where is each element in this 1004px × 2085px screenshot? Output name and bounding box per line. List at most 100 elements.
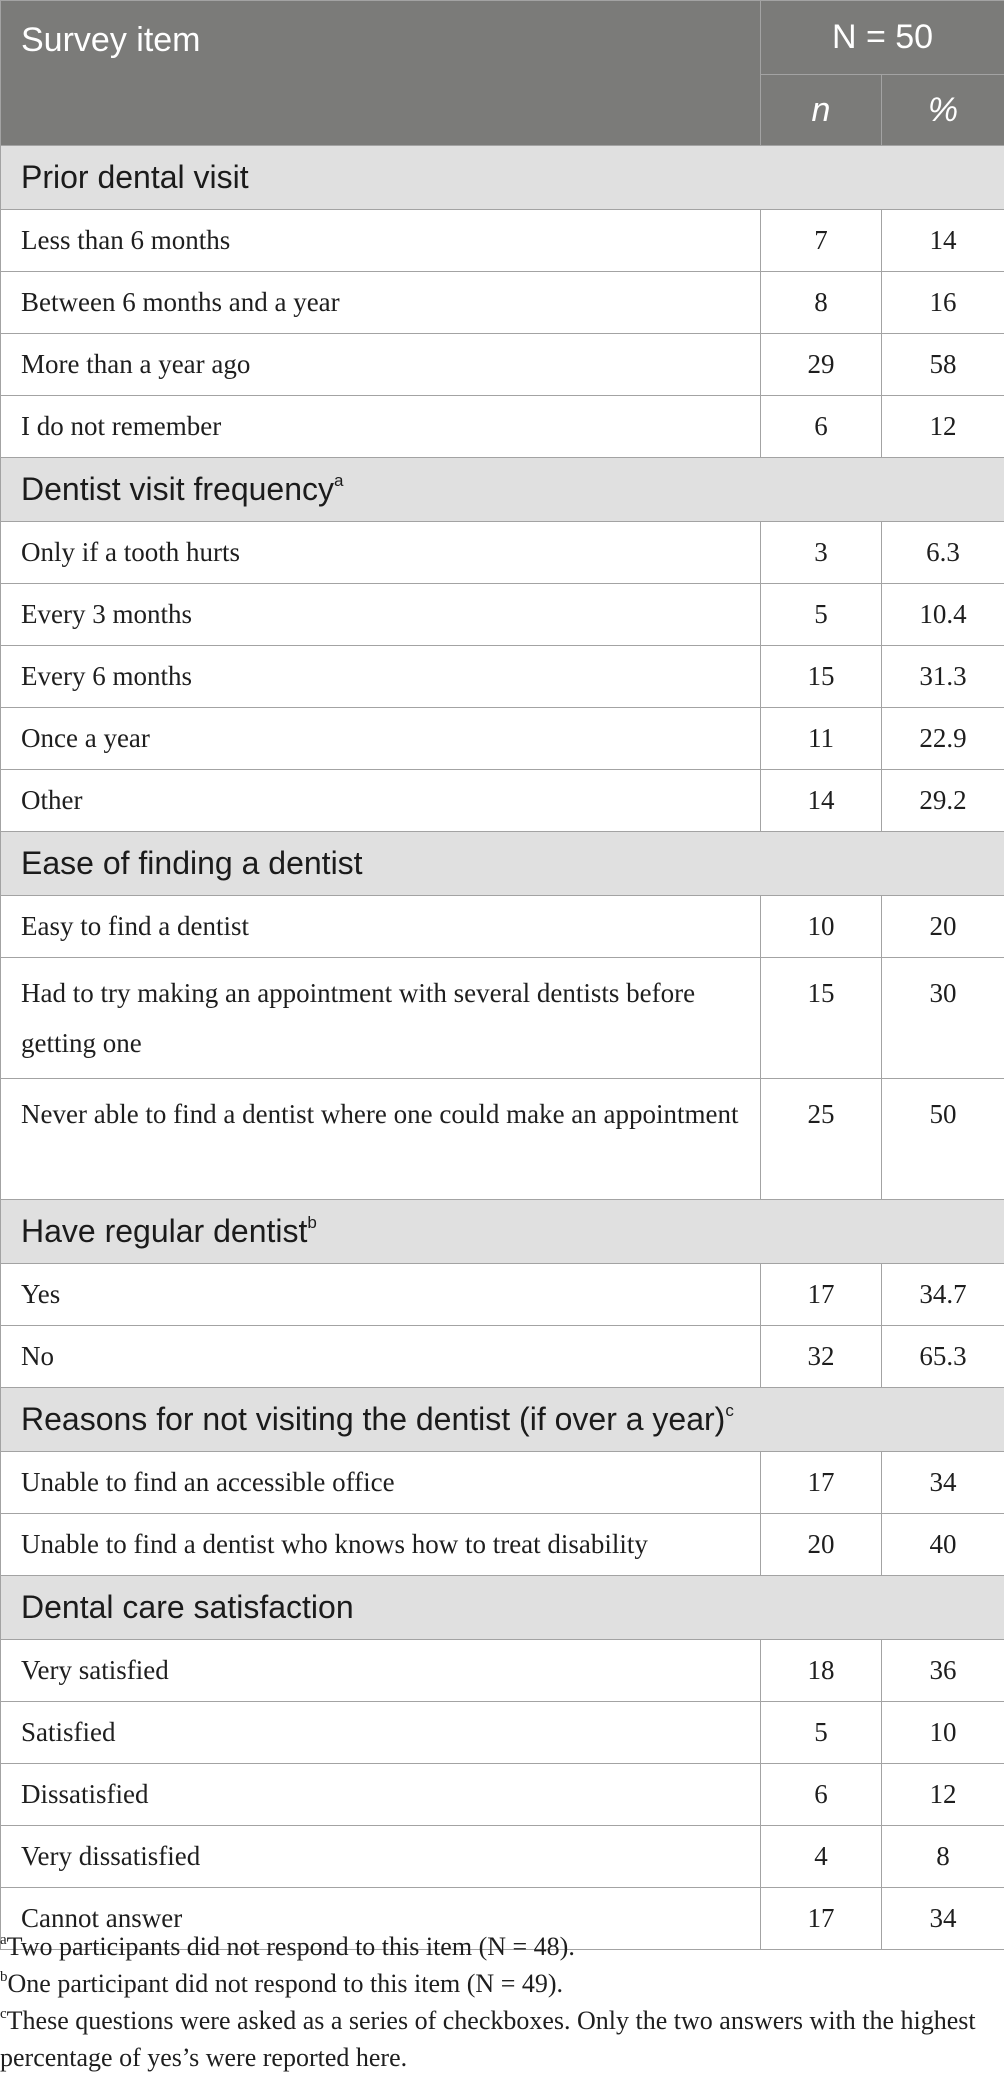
footnote-text: These questions were asked as a series o… (0, 2006, 976, 2072)
column-header-n: n (760, 74, 882, 146)
table-row: Every 6 months 15 31.3 (0, 645, 1004, 708)
footnotes: aTwo participants did not respond to thi… (0, 1928, 1004, 2076)
item-cell: Never able to find a dentist where one c… (0, 1078, 761, 1200)
percent-cell: 6.3 (881, 521, 1004, 584)
column-header-percent: % (881, 74, 1004, 146)
table-row: Very dissatisfied 4 8 (0, 1825, 1004, 1888)
count-cell: 25 (760, 1078, 882, 1200)
section-title-cell: Dental care satisfaction (0, 1575, 1004, 1640)
percent-cell: 58 (881, 333, 1004, 396)
item-cell: Very satisfied (0, 1639, 761, 1702)
section-title: Prior dental visit (21, 159, 249, 195)
item-cell: Yes (0, 1263, 761, 1326)
footnote-mark: b (0, 1969, 8, 1985)
item-cell: Easy to find a dentist (0, 895, 761, 958)
footnote: bOne participant did not respond to this… (0, 1965, 1004, 2002)
percent-cell: 10 (881, 1701, 1004, 1764)
section-title: Ease of finding a dentist (21, 845, 363, 881)
count-cell: 20 (760, 1513, 882, 1576)
percent-cell: 30 (881, 957, 1004, 1079)
footnote-marker: a (334, 471, 344, 490)
count-cell: 11 (760, 707, 882, 770)
section-header-row: Prior dental visit (0, 145, 1004, 210)
percent-cell: 34 (881, 1887, 1004, 1950)
section-title: Dentist visit frequency (21, 471, 335, 507)
table-row: Unable to find an accessible office 17 34 (0, 1451, 1004, 1514)
table-row: Never able to find a dentist where one c… (0, 1078, 1004, 1200)
table-row: Only if a tooth hurts 3 6.3 (0, 521, 1004, 584)
table-row: Once a year 11 22.9 (0, 707, 1004, 770)
percent-cell: 8 (881, 1825, 1004, 1888)
section-header-row: Reasons for not visiting the dentist (if… (0, 1387, 1004, 1452)
percent-cell: 10.4 (881, 583, 1004, 646)
table-row: Cannot answer 17 34 (0, 1887, 1004, 1950)
count-cell: 17 (760, 1887, 882, 1950)
table-row: Every 3 months 5 10.4 (0, 583, 1004, 646)
count-cell: 6 (760, 1763, 882, 1826)
section-title: Reasons for not visiting the dentist (if… (21, 1401, 726, 1437)
count-cell: 3 (760, 521, 882, 584)
footnote-marker: c (725, 1401, 734, 1420)
item-cell: I do not remember (0, 395, 761, 458)
footnote-text: Two participants did not respond to this… (6, 1932, 575, 1961)
table-row: Other 14 29.2 (0, 769, 1004, 832)
item-cell: Unable to find an accessible office (0, 1451, 761, 1514)
table-row: Dissatisfied 6 12 (0, 1763, 1004, 1826)
percent-cell: 12 (881, 1763, 1004, 1826)
percent-cell: 29.2 (881, 769, 1004, 832)
count-cell: 6 (760, 395, 882, 458)
table-row: Less than 6 months 7 14 (0, 209, 1004, 272)
section-header-row: Dentist visit frequencya (0, 457, 1004, 522)
column-header-total-n: N = 50 (760, 0, 1004, 75)
percent-cell: 14 (881, 209, 1004, 272)
table-row: Had to try making an appointment with se… (0, 957, 1004, 1079)
table-row: No 32 65.3 (0, 1325, 1004, 1388)
item-cell: Very dissatisfied (0, 1825, 761, 1888)
percent-cell: 40 (881, 1513, 1004, 1576)
table-row: More than a year ago 29 58 (0, 333, 1004, 396)
percent-cell: 34.7 (881, 1263, 1004, 1326)
table-row: Very satisfied 18 36 (0, 1639, 1004, 1702)
item-cell: Once a year (0, 707, 761, 770)
footnote-mark: a (0, 1932, 7, 1948)
count-cell: 15 (760, 645, 882, 708)
section-title-cell: Dentist visit frequencya (0, 457, 1004, 522)
count-cell: 18 (760, 1639, 882, 1702)
count-cell: 7 (760, 209, 882, 272)
percent-cell: 50 (881, 1078, 1004, 1200)
section-header-row: Ease of finding a dentist (0, 831, 1004, 896)
item-cell: Every 6 months (0, 645, 761, 708)
percent-cell: 34 (881, 1451, 1004, 1514)
item-cell: Dissatisfied (0, 1763, 761, 1826)
table-body: Prior dental visit Less than 6 months 7 14 B… (0, 145, 1004, 1950)
count-cell: 4 (760, 1825, 882, 1888)
item-cell: Cannot answer (0, 1887, 761, 1950)
table-row: Easy to find a dentist 10 20 (0, 895, 1004, 958)
percent-cell: 22.9 (881, 707, 1004, 770)
footnote-mark: c (0, 2006, 7, 2022)
section-title-cell: Ease of finding a dentist (0, 831, 1004, 896)
footnote-text: One participant did not respond to this … (7, 1969, 564, 1998)
count-cell: 15 (760, 957, 882, 1079)
section-title-cell: Reasons for not visiting the dentist (if… (0, 1387, 1004, 1452)
item-cell: Unable to find a dentist who knows how t… (0, 1513, 761, 1576)
count-cell: 17 (760, 1451, 882, 1514)
percent-cell: 65.3 (881, 1325, 1004, 1388)
count-cell: 10 (760, 895, 882, 958)
item-cell: Satisfied (0, 1701, 761, 1764)
percent-cell: 16 (881, 271, 1004, 334)
count-cell: 5 (760, 583, 882, 646)
section-title-cell: Have regular dentistb (0, 1199, 1004, 1264)
percent-cell: 36 (881, 1639, 1004, 1702)
item-cell: Other (0, 769, 761, 832)
section-header-row: Have regular dentistb (0, 1199, 1004, 1264)
count-cell: 8 (760, 271, 882, 334)
section-title-cell: Prior dental visit (0, 145, 1004, 210)
item-cell: More than a year ago (0, 333, 761, 396)
percent-cell: 31.3 (881, 645, 1004, 708)
count-cell: 5 (760, 1701, 882, 1764)
count-cell: 17 (760, 1263, 882, 1326)
item-cell: Less than 6 months (0, 209, 761, 272)
section-header-row: Dental care satisfaction (0, 1575, 1004, 1640)
item-cell: No (0, 1325, 761, 1388)
